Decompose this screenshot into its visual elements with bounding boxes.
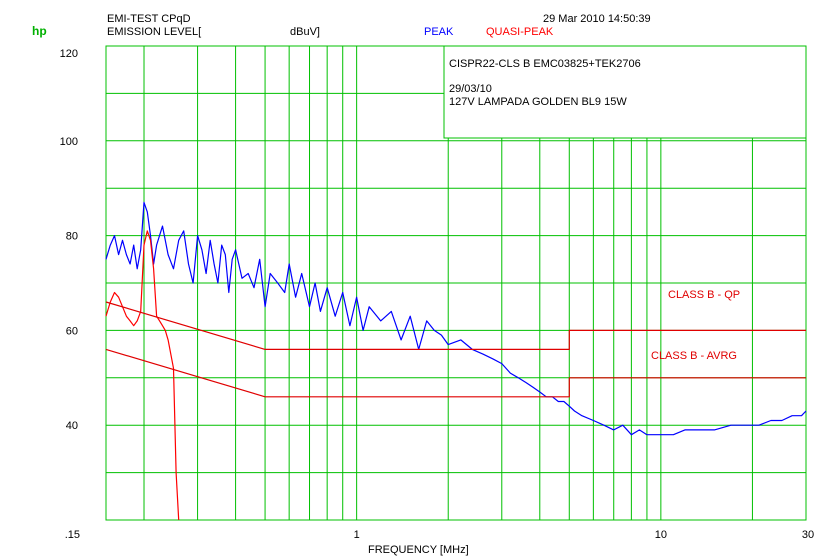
info-box: CISPR22-CLS B EMC03825+TEK2706 29/03/10 … (443, 45, 807, 139)
emission-level-label: EMISSION LEVEL[ (107, 26, 201, 38)
y-tick-label: 120 (60, 48, 78, 60)
peak-legend: PEAK (424, 26, 454, 38)
x-axis-label: FREQUENCY [MHz] (368, 544, 469, 556)
y-tick-labels: 40 60 80 100 120 (60, 48, 78, 432)
logo-text: hp (32, 24, 47, 38)
x-tick-labels: .15 1 10 30 (65, 529, 814, 541)
quasi-peak-legend: QUASI-PEAK (486, 26, 554, 38)
info-line-1: CISPR22-CLS B EMC03825+TEK2706 (449, 58, 641, 70)
data-series (105, 201, 807, 521)
datetime-label: 29 Mar 2010 14:50:39 (543, 13, 651, 25)
y-tick-label: 60 (66, 325, 78, 337)
x-tick-label: 10 (655, 529, 667, 541)
x-tick-label: 30 (802, 529, 814, 541)
info-box-frame (443, 45, 807, 139)
info-line-2: 29/03/10 (449, 83, 492, 95)
series-line-class-b-qp (105, 301, 806, 350)
x-tick-label: 1 (354, 529, 360, 541)
y-tick-label: 40 (66, 420, 78, 432)
test-name: EMI-TEST CPqD (107, 13, 191, 25)
x-tick-label: .15 (65, 529, 80, 541)
series-line-peak (105, 201, 807, 436)
series-line-quasi-peak (105, 230, 180, 521)
annotation-class-b-avrg: CLASS B - AVRG (651, 350, 737, 362)
y-tick-label: 80 (66, 231, 78, 243)
series-line-class-b-avrg (105, 348, 806, 398)
annotation-class-b-qp: CLASS B - QP (668, 289, 740, 301)
info-line-3: 127V LAMPADA GOLDEN BL9 15W (449, 96, 627, 108)
y-tick-label: 100 (60, 136, 78, 148)
unit-label: dBuV] (290, 26, 320, 38)
